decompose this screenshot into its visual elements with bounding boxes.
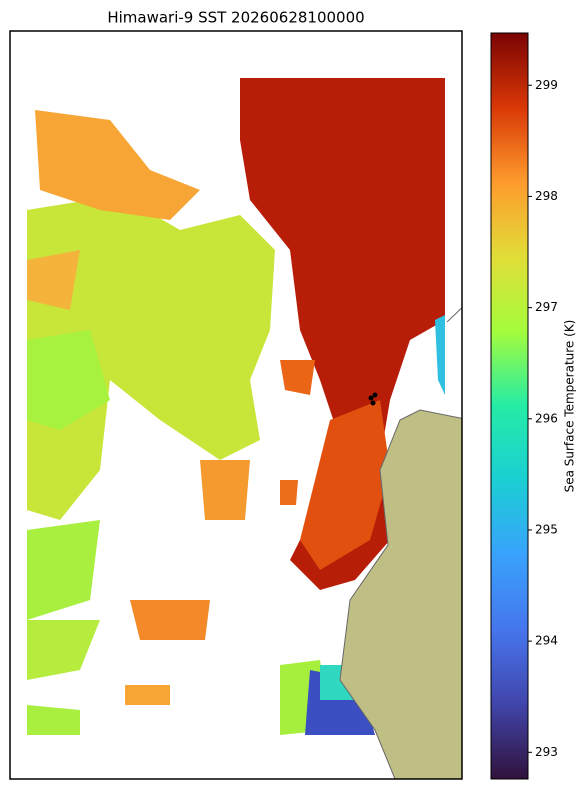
- colorbar-tick-label: 299: [535, 78, 558, 92]
- colorbar-tick-label: 295: [535, 522, 558, 536]
- map-frame: [9, 30, 463, 780]
- sst-field: [27, 78, 462, 779]
- colorbar: [490, 32, 529, 780]
- colorbar-tick-label: 296: [535, 411, 558, 425]
- colorbar-tick-label: 297: [535, 300, 558, 314]
- colorbar-tick-label: 294: [535, 634, 558, 648]
- map-title: Himawari-9 SST 20260628100000: [107, 9, 364, 27]
- colorbar-label: Sea Surface Temperature (K): [563, 320, 577, 493]
- colorbar-tick-label: 298: [535, 189, 558, 203]
- colorbar-tick-label: 293: [535, 745, 558, 759]
